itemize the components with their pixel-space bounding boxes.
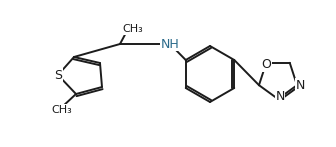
Text: CH₃: CH₃ — [123, 24, 143, 34]
Text: N: N — [275, 90, 285, 102]
Text: CH₃: CH₃ — [52, 105, 72, 115]
Text: S: S — [54, 69, 62, 81]
Text: O: O — [261, 58, 271, 71]
Text: NH: NH — [161, 37, 179, 51]
Text: N: N — [295, 79, 305, 92]
